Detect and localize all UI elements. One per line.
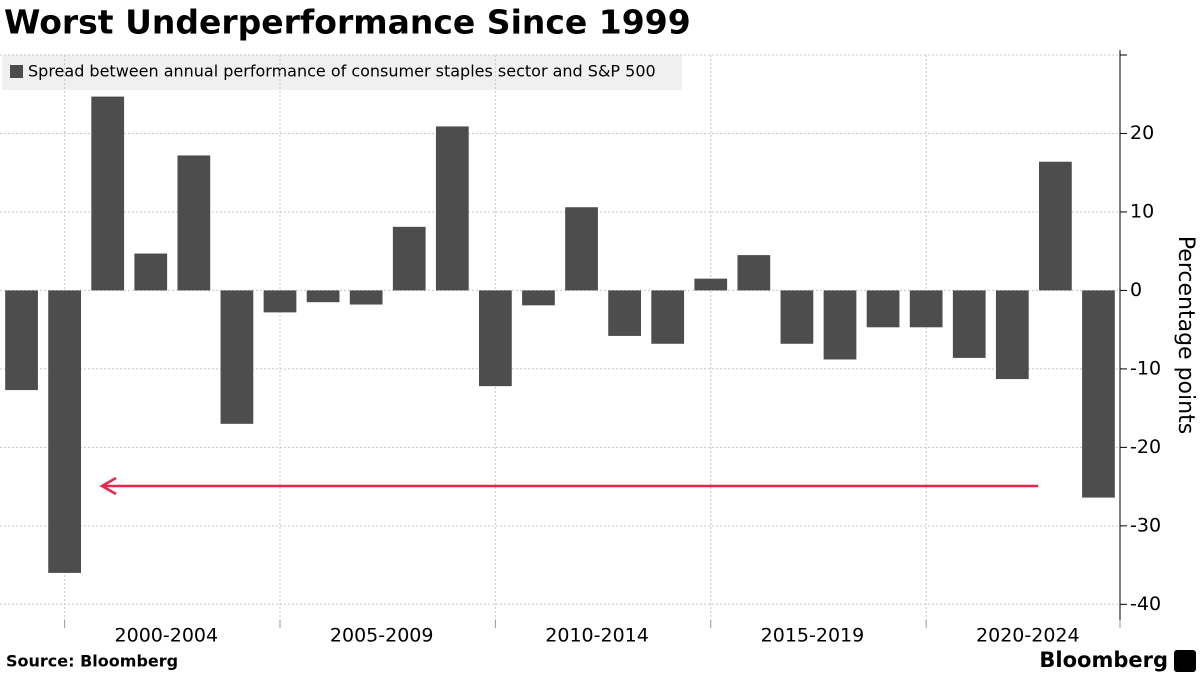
y-tick-label: 0 <box>1130 279 1142 301</box>
bar <box>48 290 81 573</box>
bar <box>823 290 857 360</box>
bar <box>952 290 986 358</box>
bar <box>909 290 943 328</box>
logo-icon <box>1174 650 1196 672</box>
legend-box <box>2 55 682 90</box>
bar <box>5 290 38 391</box>
chart-title: Worst Underperformance Since 1999 <box>4 3 691 42</box>
bar <box>134 253 168 291</box>
y-tick-label: -10 <box>1130 357 1161 379</box>
y-tick-label: 10 <box>1130 200 1154 222</box>
bar <box>651 290 685 344</box>
y-tick-label: -20 <box>1130 436 1161 458</box>
legend-swatch <box>10 65 23 78</box>
bar <box>866 290 900 328</box>
source: Source: Bloomberg <box>6 652 178 671</box>
y-axis-label: Percentage points <box>1173 236 1198 434</box>
x-group-label: 2000-2004 <box>115 625 219 647</box>
bar <box>177 155 211 291</box>
x-group-label: 2010-2014 <box>545 625 649 647</box>
y-tick-label: -40 <box>1130 593 1161 615</box>
bar <box>737 255 771 291</box>
bar <box>608 290 641 336</box>
x-group-label: 2020-2024 <box>976 625 1080 647</box>
bar <box>1082 290 1115 498</box>
legend-label: Spread between annual performance of con… <box>28 62 656 81</box>
x-group-label: 2015-2019 <box>761 625 865 647</box>
bar <box>220 290 254 424</box>
bar <box>263 290 297 313</box>
x-group-label: 2005-2009 <box>330 625 434 647</box>
y-tick-label: -30 <box>1130 514 1161 536</box>
y-tick-label: 20 <box>1130 122 1154 144</box>
bar <box>435 126 469 291</box>
bar <box>306 290 340 303</box>
bar <box>392 226 426 291</box>
bar <box>349 290 383 305</box>
bar <box>1039 161 1072 291</box>
bar <box>995 290 1029 380</box>
logo: Bloomberg <box>1039 648 1168 672</box>
bar <box>694 278 728 291</box>
bar <box>522 290 555 306</box>
bar <box>91 96 125 291</box>
bar <box>565 207 598 291</box>
bar <box>780 290 814 344</box>
bar <box>479 290 512 387</box>
arrow-head <box>99 476 117 496</box>
